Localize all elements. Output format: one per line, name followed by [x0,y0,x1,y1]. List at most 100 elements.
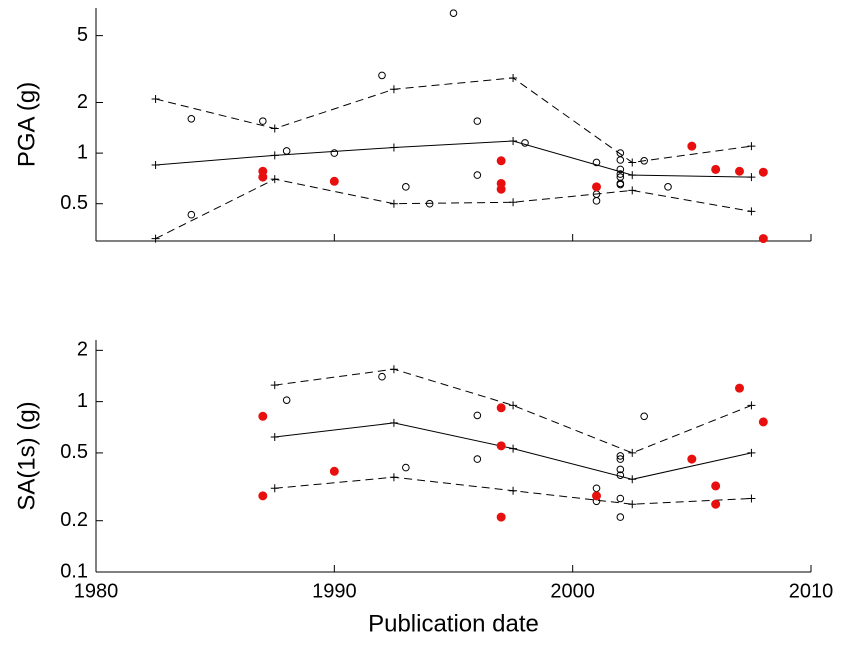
plus-marker [389,85,398,94]
plus-marker [509,486,518,495]
filled-marker [711,164,721,174]
open-marker [664,183,672,191]
open-marker [616,465,625,474]
open-marker [616,180,625,189]
plus-marker [509,137,518,146]
plus-marker [509,401,518,410]
open-marker [592,197,601,205]
x-tick-label: 1990 [312,580,357,602]
plus-marker [509,444,518,453]
plus-marker [151,234,160,243]
plus-marker [151,94,160,103]
plus-marker [747,142,756,151]
filled-marker [329,176,339,186]
filled-marker [258,411,268,421]
open-marker [616,165,625,174]
filled-marker [329,466,339,476]
y-tick-label: 1 [77,141,88,163]
plus-marker [270,432,279,441]
filled-marker [496,512,506,522]
filled-marker [496,184,506,194]
series-line [155,77,752,163]
plus-marker [389,199,398,208]
x-tick-label: 1980 [74,580,119,602]
y-tick-label: 0.1 [60,560,88,582]
open-marker [616,455,625,463]
series-line [155,140,752,178]
plus-marker [628,171,637,180]
filled-marker [687,454,697,464]
plus-marker [389,365,398,374]
y-tick-label: 0.2 [60,509,88,531]
plus-marker [389,473,398,482]
open-marker [282,396,291,404]
filled-marker [758,417,768,427]
open-marker [521,139,529,147]
y-axis-label: PGA (g) [13,82,40,167]
plus-marker [389,143,398,152]
open-marker [592,158,601,167]
open-marker [616,452,625,460]
plus-marker [747,494,756,503]
open-marker [616,471,625,479]
open-marker [378,71,386,80]
filled-marker [711,481,721,491]
open-marker [473,455,482,463]
open-marker [187,115,196,123]
plus-marker [270,151,279,160]
open-marker [616,513,625,521]
plus-marker [628,448,637,457]
plus-marker [270,484,279,493]
y-tick-label: 2 [77,91,88,113]
plus-marker [628,186,637,195]
plus-marker [151,160,160,169]
open-marker [330,149,339,157]
y-tick-label: 5 [77,24,88,46]
open-marker [259,117,267,125]
plus-marker [270,175,279,184]
plus-marker [628,158,637,167]
plus-marker [628,500,637,509]
open-marker [402,183,410,191]
y-tick-label: 1 [77,390,88,412]
filled-marker [496,441,506,451]
y-tick-label: 2 [77,339,88,361]
open-marker [473,117,482,125]
open-marker [616,494,625,503]
plus-marker [509,198,518,207]
open-marker [640,157,648,165]
open-marker [378,372,386,381]
plus-marker [747,207,756,216]
filled-marker [687,141,697,151]
filled-marker [735,383,744,393]
plus-marker [270,381,279,390]
open-marker [616,170,625,178]
filled-marker [758,234,768,244]
open-marker [473,171,482,179]
filled-marker [592,491,601,501]
open-marker [616,149,625,157]
open-marker [282,147,291,155]
open-marker [449,9,458,17]
plus-marker [747,401,756,410]
plus-marker [389,418,398,427]
open-marker [402,463,410,472]
filled-marker [496,403,506,413]
plus-marker [747,173,756,182]
plus-marker [509,73,518,82]
x-axis-label: Publication date [368,610,539,637]
open-marker [473,411,482,420]
series-line [155,178,752,240]
x-tick-label: 2010 [789,580,834,602]
plus-marker [628,475,637,484]
y-tick-label: 0.5 [60,192,88,214]
filled-marker [258,491,268,501]
filled-marker [592,182,601,192]
open-marker [640,412,648,421]
series-line [274,368,752,454]
filled-marker [711,499,721,509]
x-tick-label: 2000 [550,580,595,602]
filled-marker [735,166,744,176]
open-marker [425,199,434,208]
